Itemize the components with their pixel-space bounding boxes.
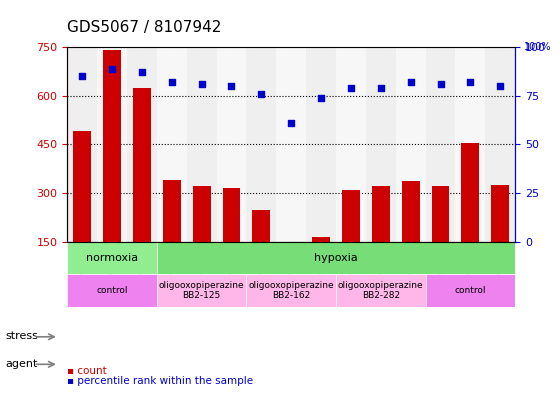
FancyBboxPatch shape	[336, 274, 426, 307]
Point	[78, 73, 87, 79]
Text: ▪ percentile rank within the sample: ▪ percentile rank within the sample	[67, 376, 253, 386]
Bar	[246, 47, 276, 242]
Bar	[127, 47, 157, 242]
Text: oligooxopiperazine
BB2-125: oligooxopiperazine BB2-125	[159, 281, 244, 300]
Bar	[426, 47, 455, 242]
FancyBboxPatch shape	[157, 274, 246, 307]
Bar	[402, 181, 419, 242]
Bar	[491, 185, 509, 242]
Bar	[366, 47, 396, 242]
Text: oligooxopiperazine
BB2-162: oligooxopiperazine BB2-162	[249, 281, 334, 300]
Text: normoxia: normoxia	[86, 253, 138, 263]
Point	[257, 91, 266, 97]
FancyBboxPatch shape	[67, 242, 157, 274]
Text: control: control	[455, 286, 486, 295]
Bar	[432, 186, 450, 242]
Bar	[396, 47, 426, 242]
Bar	[253, 210, 270, 242]
FancyBboxPatch shape	[67, 274, 157, 307]
Bar	[312, 237, 330, 242]
Text: agent: agent	[6, 358, 38, 369]
Bar	[67, 47, 97, 242]
Bar	[461, 143, 479, 242]
Text: stress: stress	[6, 331, 39, 341]
Point	[227, 83, 236, 89]
Point	[376, 85, 385, 91]
Point	[316, 95, 325, 101]
Bar	[186, 47, 217, 242]
Point	[436, 81, 445, 87]
Bar	[103, 50, 121, 242]
Point	[167, 79, 176, 85]
Point	[197, 81, 206, 87]
Text: 100%: 100%	[524, 42, 551, 52]
Bar	[336, 47, 366, 242]
FancyBboxPatch shape	[157, 242, 515, 274]
FancyBboxPatch shape	[246, 274, 336, 307]
Text: control: control	[96, 286, 128, 295]
Bar	[217, 47, 246, 242]
Text: ▪ count: ▪ count	[67, 366, 107, 376]
Text: GDS5067 / 8107942: GDS5067 / 8107942	[67, 20, 222, 35]
Bar	[193, 186, 211, 242]
Point	[406, 79, 415, 85]
Bar	[97, 47, 127, 242]
Bar	[306, 47, 336, 242]
Bar	[133, 88, 151, 242]
Bar	[73, 131, 91, 242]
Text: hypoxia: hypoxia	[314, 253, 358, 263]
Point	[347, 85, 356, 91]
Bar	[163, 180, 181, 242]
Bar	[276, 47, 306, 242]
Bar	[486, 47, 515, 242]
Point	[137, 69, 146, 75]
Bar	[222, 188, 240, 242]
Bar	[342, 191, 360, 242]
Bar	[157, 47, 186, 242]
Text: oligooxopiperazine
BB2-282: oligooxopiperazine BB2-282	[338, 281, 423, 300]
Bar	[372, 186, 390, 242]
Point	[466, 79, 475, 85]
Point	[496, 83, 505, 89]
Point	[287, 120, 296, 126]
Bar	[455, 47, 486, 242]
FancyBboxPatch shape	[426, 274, 515, 307]
Point	[108, 65, 116, 72]
